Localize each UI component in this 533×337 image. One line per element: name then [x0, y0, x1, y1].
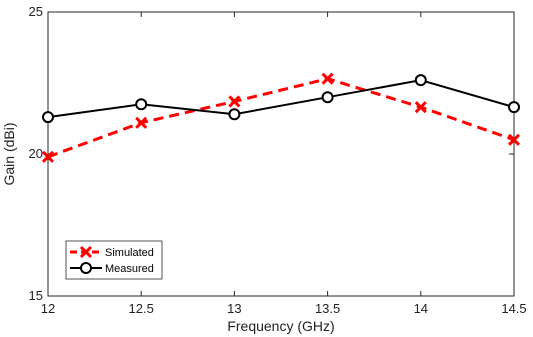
x-tick-label: 14 [414, 301, 428, 316]
series-line-simulated [47, 77, 515, 159]
point-simulated [321, 72, 334, 85]
legend-simulated-marker [79, 245, 93, 259]
y-tick-label: 25 [29, 4, 43, 19]
x-tick-label: 14.5 [501, 301, 526, 316]
series-measured [42, 74, 520, 124]
point-measured [135, 98, 148, 111]
series-simulated [41, 72, 521, 163]
point-measured [42, 111, 54, 124]
x-tick-label: 13 [227, 301, 241, 316]
point-measured [228, 108, 241, 121]
point-measured [321, 91, 334, 104]
axis-ticks [47, 11, 515, 297]
legend-measured-label: Measured [105, 263, 154, 275]
point-simulated [135, 116, 148, 129]
x-tick-label: 13.5 [315, 301, 340, 316]
point-simulated [414, 101, 427, 114]
y-tick-label: 15 [29, 288, 43, 303]
y-axis-label: Gain (dBi) [1, 122, 17, 185]
point-measured [414, 74, 427, 87]
x-axis-label: Frequency (GHz) [227, 318, 334, 334]
point-simulated [228, 95, 241, 108]
y-tick-label: 20 [29, 146, 43, 161]
series-layer [41, 72, 521, 163]
legend-measured-marker [80, 262, 92, 274]
axis-tick-labels: 12 12.5 13 13.5 14 14.5 15 20 25 [29, 4, 527, 316]
point-measured [508, 101, 520, 114]
legend: Simulated Measured [65, 240, 163, 280]
legend-simulated-label: Simulated [105, 247, 154, 259]
point-simulated [41, 150, 55, 163]
x-tick-label: 12.5 [129, 301, 154, 316]
point-simulated [507, 133, 521, 146]
series-line-measured [47, 79, 515, 119]
x-tick-label: 12 [41, 301, 55, 316]
